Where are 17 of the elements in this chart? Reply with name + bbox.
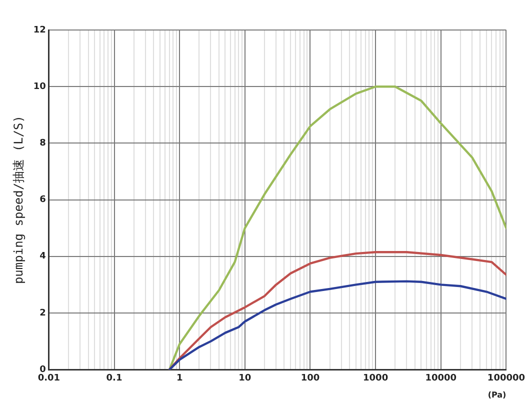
y-tick-label: 0	[40, 364, 46, 375]
y-tick-label: 4	[40, 252, 46, 262]
x-tick-label: 1000	[363, 373, 388, 384]
y-tick-label: 12	[33, 25, 46, 36]
x-tick-label: 10000	[425, 373, 457, 384]
x-tick-label: 1	[176, 373, 183, 384]
y-axis-title: pumping speed/抽速 (L/S)	[11, 116, 26, 284]
y-tick-label: 6	[40, 195, 46, 206]
y-tick-label: 10	[33, 82, 46, 92]
y-tick-label: 8	[40, 138, 46, 149]
x-tick-label: 0.01	[38, 373, 60, 384]
x-tick-label: 10	[238, 373, 252, 384]
x-tick-label: 100	[300, 373, 320, 384]
y-tick-label: 2	[40, 308, 46, 318]
x-tick-label: 100000	[487, 373, 525, 384]
x-axis-title: (Pa)	[488, 390, 506, 400]
x-tick-label: 0.1	[106, 373, 122, 384]
